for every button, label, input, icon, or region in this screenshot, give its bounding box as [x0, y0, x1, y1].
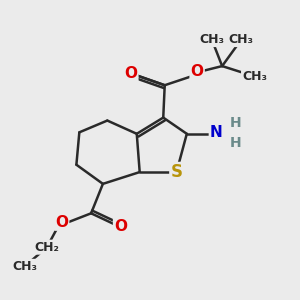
Text: H: H — [230, 136, 241, 150]
Text: CH₃: CH₃ — [242, 70, 267, 83]
Text: O: O — [114, 219, 127, 234]
Text: H: H — [230, 116, 241, 130]
Text: N: N — [210, 125, 223, 140]
Text: O: O — [55, 214, 68, 230]
Text: CH₃: CH₃ — [199, 33, 224, 46]
Text: CH₂: CH₂ — [34, 241, 59, 254]
Text: O: O — [124, 66, 137, 81]
Text: S: S — [170, 163, 182, 181]
Text: O: O — [190, 64, 204, 80]
Text: CH₃: CH₃ — [229, 33, 254, 46]
Text: CH₃: CH₃ — [12, 260, 38, 273]
